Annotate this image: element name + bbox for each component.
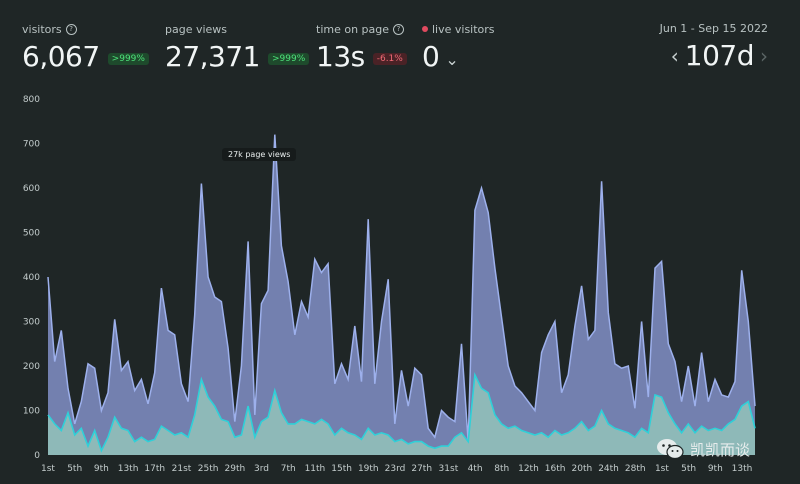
page-views-value: 27,371 — [165, 40, 260, 73]
x-axis: 1st 5th 9th 13th 17th 21st 25th 29th 3rd 7th 11th 1… — [41, 464, 752, 474]
x-tick-label: 21st — [172, 464, 192, 474]
page-views-stat[interactable]: page views 27,371 >999% — [165, 22, 310, 74]
x-tick-label: 1st — [655, 464, 669, 474]
date-range: Jun 1 - Sep 15 2022 ‹ 107d › — [660, 22, 768, 73]
y-tick-label: 200 — [23, 362, 40, 372]
chevron-right-icon[interactable]: › — [760, 44, 768, 68]
y-tick-label: 100 — [23, 407, 40, 417]
page-views-line — [47, 134, 756, 442]
x-tick-label: 23rd — [385, 464, 406, 474]
x-tick-label: 24th — [598, 464, 619, 474]
x-tick-label: 28th — [625, 464, 646, 474]
help-icon[interactable]: ? — [393, 23, 405, 35]
y-tick-label: 500 — [23, 229, 40, 239]
chevron-left-icon[interactable]: ‹ — [670, 44, 679, 68]
time-on-page-change-badge: -6.1% — [372, 53, 407, 65]
x-tick-label: 3rd — [254, 464, 269, 474]
x-tick-label: 11th — [305, 464, 326, 474]
x-tick-label: 4th — [468, 464, 483, 474]
wechat-icon — [657, 439, 684, 460]
y-tick-label: 400 — [23, 273, 40, 283]
x-tick-label: 16th — [545, 464, 566, 474]
x-tick-label: 9th — [94, 464, 109, 474]
y-tick-label: 700 — [23, 140, 40, 150]
x-tick-label: 9th — [708, 464, 723, 474]
date-range-value: 107d — [684, 39, 755, 72]
live-visitors-value: 0 — [422, 40, 440, 73]
time-on-page-stat[interactable]: time on page? 13s -6.1% — [316, 22, 407, 74]
x-tick-label: 31st — [439, 464, 459, 474]
x-tick-label: 7th — [281, 464, 296, 474]
visitors-area — [48, 374, 755, 455]
visitors-label: visitors — [22, 22, 62, 36]
y-tick-label: 300 — [23, 318, 40, 328]
x-tick-label: 5th — [67, 464, 82, 474]
watermark: 凯凯而谈 — [656, 438, 750, 460]
x-tick-label: 13th — [732, 464, 753, 474]
watermark-text: 凯凯而谈 — [690, 440, 751, 459]
y-tick-label: 600 — [23, 184, 40, 194]
x-tick-label: 17th — [144, 464, 165, 474]
live-visitors-label: live visitors — [432, 22, 495, 36]
x-tick-label: 19th — [358, 464, 379, 474]
x-tick-label: 25th — [198, 464, 219, 474]
x-tick-label: 27th — [411, 464, 432, 474]
live-visitors-stat[interactable]: live visitors 0 ⌄ — [422, 22, 495, 74]
chart-tooltip: 27k page views — [222, 148, 297, 161]
date-range-label: Jun 1 - Sep 15 2022 — [659, 22, 768, 35]
time-on-page-label: time on page — [316, 22, 390, 36]
visitors-line — [47, 372, 756, 453]
chevron-down-icon[interactable]: ⌄ — [445, 49, 459, 69]
x-tick-label: 13th — [118, 464, 139, 474]
help-icon[interactable]: ? — [65, 23, 77, 35]
x-tick-label: 12th — [518, 464, 539, 474]
x-tick-label: 8th — [494, 464, 509, 474]
visitors-stat[interactable]: visitors? 6,067 >999% — [22, 22, 149, 74]
y-axis: 0 100 200 300 400 500 600 700 800 — [23, 95, 40, 461]
page-views-change-badge: >999% — [267, 53, 310, 65]
y-tick-label: 0 — [34, 451, 40, 461]
x-tick-label: 1st — [41, 464, 55, 474]
visitors-value: 6,067 — [22, 40, 100, 73]
visitors-change-badge: >999% — [107, 53, 149, 65]
stats-bar: visitors? 6,067 >999% page views 27,371 … — [0, 0, 800, 80]
time-on-page-value: 13s — [316, 40, 365, 73]
page-views-area — [48, 134, 755, 455]
x-tick-label: 20th — [572, 464, 593, 474]
page-views-label: page views — [165, 22, 228, 36]
live-dot-icon — [422, 26, 428, 32]
x-tick-label: 15th — [331, 464, 352, 474]
x-tick-label: 29th — [225, 464, 246, 474]
y-tick-label: 800 — [23, 95, 40, 105]
x-tick-label: 5th — [681, 464, 696, 474]
